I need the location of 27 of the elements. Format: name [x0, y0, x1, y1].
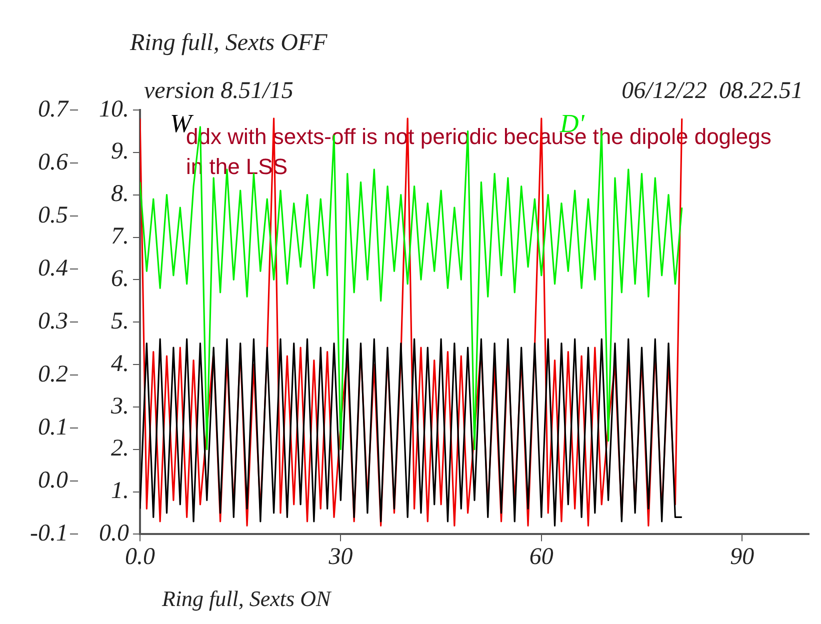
y-tick-label: 8. — [111, 181, 129, 208]
chart-title: Ring full, Sexts OFF — [129, 30, 328, 56]
text: 06/12/22 08.22.51 — [622, 78, 803, 104]
y2-tick-label: 0.4 — [38, 255, 68, 282]
text: version 8.51/15 — [144, 78, 294, 104]
y-tick-label: 4. — [111, 350, 129, 377]
y-tick-label: 5. — [111, 308, 129, 334]
y-tick-label: 10. — [99, 96, 129, 122]
y-tick-label: 2. — [111, 436, 129, 462]
y2-tick-label: 0.2 — [38, 361, 68, 388]
text: Ring full, Sexts ON — [161, 586, 332, 611]
x-tick-label: 60 — [529, 544, 554, 570]
y-tick-label: 9. — [111, 138, 129, 165]
y-tick-label: 1. — [111, 478, 129, 504]
x-tick-label: 30 — [328, 544, 353, 570]
x-tick-label: 90 — [730, 544, 754, 570]
y-tick-label: 0.0 — [99, 520, 129, 547]
y-tick-label: 7. — [111, 224, 129, 250]
y2-tick-label: 0.7 — [38, 96, 69, 122]
y-tick-label: 6. — [111, 266, 129, 292]
y2-tick-label: 0.5 — [38, 202, 68, 228]
y2-tick-label: 0.1 — [38, 414, 68, 440]
y-tick-label: 3. — [110, 393, 129, 420]
y2-tick-label: 0.3 — [38, 308, 68, 334]
y2-tick-label: 0.0 — [38, 467, 68, 494]
y2-tick-label: -0.1 — [30, 520, 68, 547]
y2-tick-label: 0.6 — [38, 149, 68, 176]
